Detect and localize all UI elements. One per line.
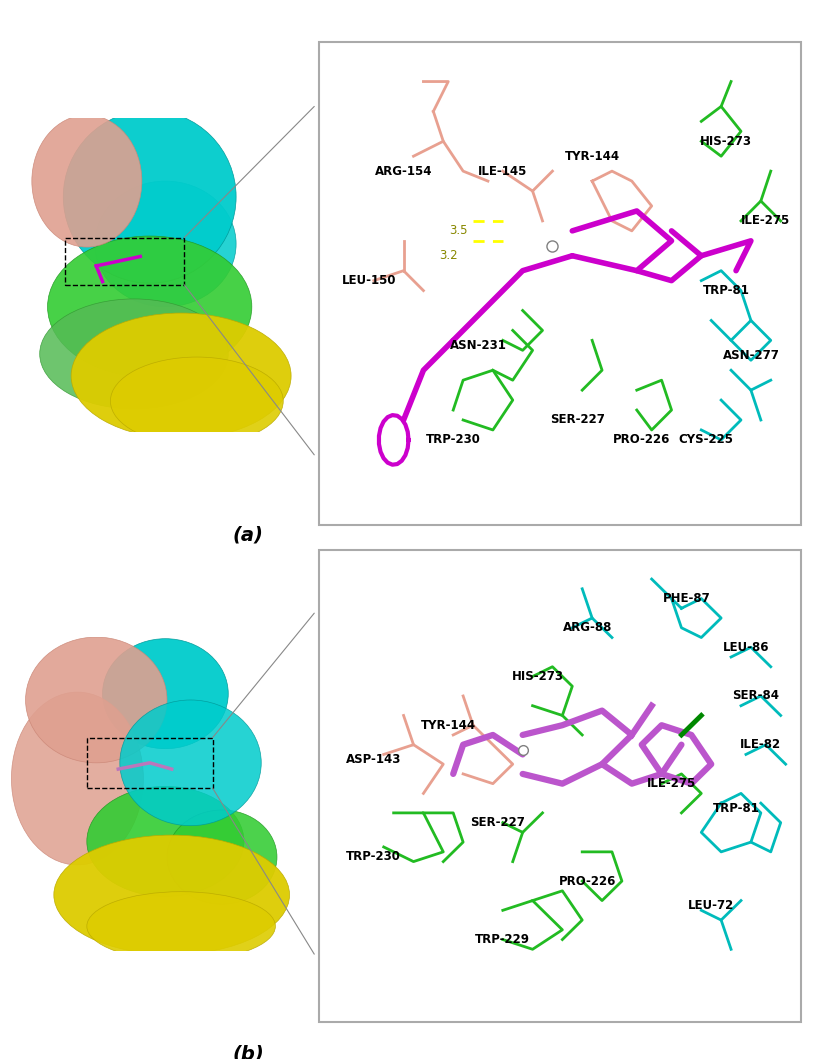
Text: ILE-82: ILE-82 bbox=[740, 738, 782, 751]
FancyBboxPatch shape bbox=[319, 41, 801, 524]
Ellipse shape bbox=[87, 787, 244, 896]
Text: ASN-277: ASN-277 bbox=[723, 348, 779, 362]
Ellipse shape bbox=[120, 700, 261, 826]
Ellipse shape bbox=[31, 115, 142, 247]
Text: TYR-144: TYR-144 bbox=[421, 719, 476, 732]
Text: ARG-154: ARG-154 bbox=[375, 164, 433, 178]
Text: TRP-81: TRP-81 bbox=[703, 284, 749, 298]
Text: PRO-226: PRO-226 bbox=[558, 875, 616, 887]
Text: ILE-275: ILE-275 bbox=[647, 777, 696, 790]
Text: TRP-230: TRP-230 bbox=[426, 433, 480, 447]
Text: SER-84: SER-84 bbox=[733, 689, 779, 702]
Text: HIS-273: HIS-273 bbox=[512, 670, 563, 683]
Text: HIS-273: HIS-273 bbox=[700, 134, 752, 148]
Text: CYS-225: CYS-225 bbox=[679, 433, 734, 447]
Text: TYR-144: TYR-144 bbox=[565, 149, 619, 163]
Ellipse shape bbox=[71, 313, 291, 438]
FancyBboxPatch shape bbox=[319, 550, 801, 1022]
Text: ASN-231: ASN-231 bbox=[450, 339, 506, 352]
Text: PRO-226: PRO-226 bbox=[613, 433, 671, 447]
Text: SER-227: SER-227 bbox=[471, 816, 525, 829]
Ellipse shape bbox=[40, 299, 228, 409]
Text: ASP-143: ASP-143 bbox=[347, 753, 401, 766]
Ellipse shape bbox=[64, 110, 237, 283]
Text: TRP-229: TRP-229 bbox=[476, 933, 530, 946]
Ellipse shape bbox=[110, 357, 284, 445]
Text: PHE-87: PHE-87 bbox=[662, 592, 710, 605]
Ellipse shape bbox=[167, 810, 277, 904]
Ellipse shape bbox=[48, 236, 252, 377]
Bar bbox=[65, 237, 184, 285]
Bar bbox=[87, 738, 213, 788]
Ellipse shape bbox=[26, 638, 167, 762]
Ellipse shape bbox=[103, 639, 228, 749]
Text: LEU-86: LEU-86 bbox=[723, 641, 769, 653]
Ellipse shape bbox=[12, 693, 143, 865]
Text: (a): (a) bbox=[232, 525, 264, 544]
Text: 3.2: 3.2 bbox=[439, 249, 457, 263]
Ellipse shape bbox=[54, 836, 289, 954]
Text: ILE-275: ILE-275 bbox=[741, 214, 791, 228]
Text: LEU-72: LEU-72 bbox=[688, 899, 734, 912]
Text: TRP-230: TRP-230 bbox=[347, 850, 401, 863]
Ellipse shape bbox=[87, 892, 275, 961]
Ellipse shape bbox=[95, 181, 237, 307]
Text: TRP-81: TRP-81 bbox=[713, 802, 759, 814]
Text: SER-227: SER-227 bbox=[550, 413, 605, 427]
Text: ARG-88: ARG-88 bbox=[562, 622, 612, 634]
Text: (b): (b) bbox=[232, 1044, 264, 1059]
Text: ILE-145: ILE-145 bbox=[478, 164, 528, 178]
Text: LEU-150: LEU-150 bbox=[342, 274, 396, 287]
Text: 3.5: 3.5 bbox=[449, 225, 467, 237]
